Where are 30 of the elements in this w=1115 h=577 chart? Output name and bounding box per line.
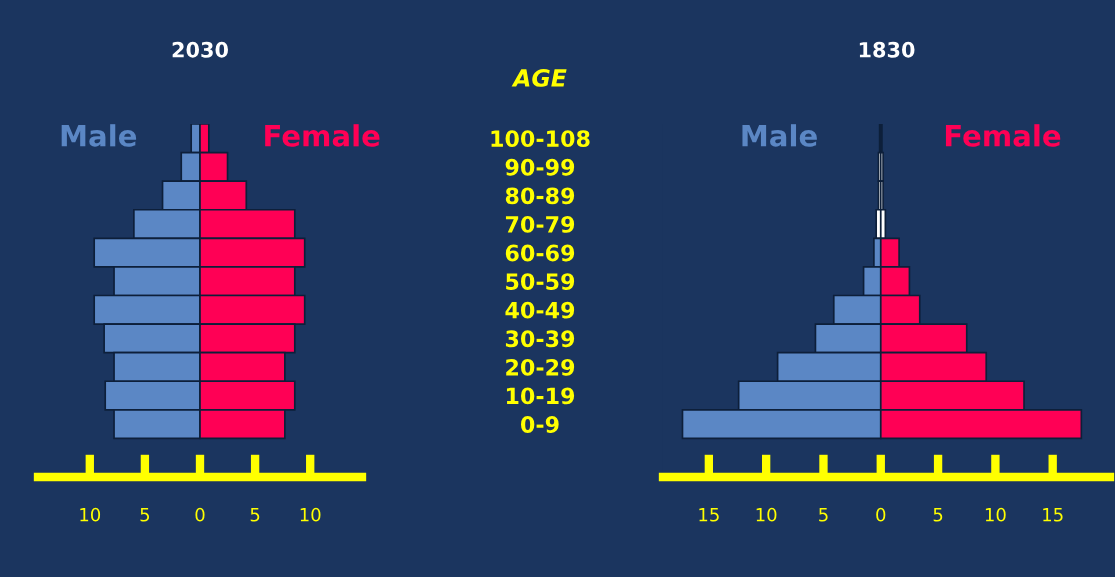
y-tick-label: 80-89 — [505, 187, 575, 205]
x-tick-label: 15 — [699, 508, 719, 522]
y-tick-label: 20-29 — [506, 358, 575, 376]
y-tick-label: 100-108 — [491, 130, 590, 148]
x-tick-label: 10 — [80, 507, 101, 522]
x-tick-label: 15 — [1043, 508, 1063, 522]
x-tick-label: 5 — [140, 508, 150, 522]
chart-title: 1830 — [859, 41, 915, 58]
y-tick-label: 60-69 — [505, 244, 575, 262]
chart-title: 2030 — [172, 41, 228, 58]
x-tick-label: 0 — [876, 507, 886, 522]
text: Female — [945, 124, 1061, 147]
y-tick-label: 10-19 — [506, 387, 575, 405]
x-tick-label: 0 — [195, 507, 205, 522]
y-tick-label: 0-9 — [520, 416, 559, 433]
y-tick-label: 50-59 — [506, 273, 575, 290]
text: Male — [742, 124, 817, 147]
x-tick-label: 5 — [250, 508, 260, 522]
x-tick-label: 5 — [819, 508, 828, 522]
y-tick-label: 70-79 — [505, 215, 575, 233]
x-tick-label: 10 — [300, 507, 321, 522]
y-tick-label: 40-49 — [505, 301, 575, 319]
y-tick-label: 30-39 — [505, 330, 575, 348]
series-label: Male — [61, 124, 137, 147]
y-axis-title: AGE — [511, 68, 567, 87]
x-tick-label: 10 — [756, 507, 777, 522]
series-label: Female — [265, 124, 380, 147]
y-tick-label: 90-99 — [505, 158, 575, 176]
x-tick-label: 5 — [933, 508, 943, 522]
x-tick-label: 10 — [985, 507, 1006, 522]
